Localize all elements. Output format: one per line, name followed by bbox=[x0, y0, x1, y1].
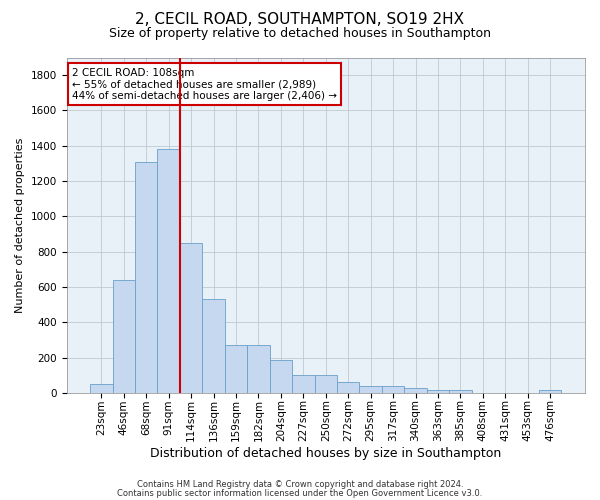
Bar bbox=[113, 280, 135, 393]
Bar bbox=[539, 390, 562, 393]
Bar bbox=[359, 386, 382, 393]
Bar bbox=[90, 384, 113, 393]
Bar bbox=[135, 162, 157, 393]
Bar bbox=[269, 360, 292, 393]
Text: 2, CECIL ROAD, SOUTHAMPTON, SO19 2HX: 2, CECIL ROAD, SOUTHAMPTON, SO19 2HX bbox=[136, 12, 464, 28]
Bar bbox=[180, 244, 202, 393]
Y-axis label: Number of detached properties: Number of detached properties bbox=[15, 138, 25, 313]
Bar bbox=[314, 374, 337, 393]
Text: Contains HM Land Registry data © Crown copyright and database right 2024.: Contains HM Land Registry data © Crown c… bbox=[137, 480, 463, 489]
Bar bbox=[225, 344, 247, 393]
Bar bbox=[292, 374, 314, 393]
Text: Contains public sector information licensed under the Open Government Licence v3: Contains public sector information licen… bbox=[118, 490, 482, 498]
Bar bbox=[382, 386, 404, 393]
Bar bbox=[404, 388, 427, 393]
Bar bbox=[449, 390, 472, 393]
Bar bbox=[157, 150, 180, 393]
Bar bbox=[202, 300, 225, 393]
Bar bbox=[427, 390, 449, 393]
Text: 2 CECIL ROAD: 108sqm
← 55% of detached houses are smaller (2,989)
44% of semi-de: 2 CECIL ROAD: 108sqm ← 55% of detached h… bbox=[72, 68, 337, 101]
Text: Size of property relative to detached houses in Southampton: Size of property relative to detached ho… bbox=[109, 28, 491, 40]
Bar bbox=[247, 344, 269, 393]
Bar bbox=[337, 382, 359, 393]
X-axis label: Distribution of detached houses by size in Southampton: Distribution of detached houses by size … bbox=[150, 447, 502, 460]
